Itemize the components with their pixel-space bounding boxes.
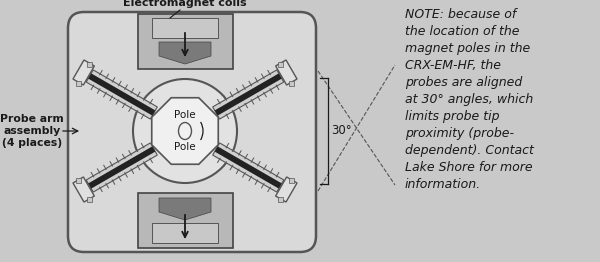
Polygon shape: [86, 143, 157, 192]
Polygon shape: [275, 177, 297, 202]
Polygon shape: [73, 177, 94, 202]
Bar: [76, 178, 81, 183]
Polygon shape: [275, 60, 297, 85]
Text: Electromagnet coils: Electromagnet coils: [123, 0, 247, 8]
Circle shape: [133, 79, 237, 183]
FancyBboxPatch shape: [68, 12, 316, 252]
FancyArrow shape: [159, 42, 211, 64]
Polygon shape: [86, 70, 157, 119]
Text: Pole: Pole: [174, 110, 196, 120]
Polygon shape: [88, 146, 155, 189]
Ellipse shape: [179, 123, 191, 139]
Bar: [87, 197, 92, 202]
Polygon shape: [88, 73, 155, 116]
Bar: [278, 197, 283, 202]
Polygon shape: [215, 146, 282, 189]
Bar: [138, 14, 233, 69]
Polygon shape: [152, 98, 218, 164]
Polygon shape: [212, 143, 284, 192]
Text: 30°: 30°: [331, 124, 352, 138]
Text: Pole: Pole: [174, 142, 196, 152]
Bar: [152, 18, 218, 38]
Bar: [76, 81, 81, 86]
Bar: [138, 193, 233, 248]
Text: NOTE: because of
the location of the
magnet poles in the
CRX-EM-HF, the
probes a: NOTE: because of the location of the mag…: [405, 8, 534, 191]
Bar: [152, 223, 218, 243]
Bar: [278, 62, 283, 67]
Bar: [87, 62, 92, 67]
Polygon shape: [212, 70, 284, 119]
Bar: [289, 81, 294, 86]
FancyArrow shape: [159, 198, 211, 220]
Polygon shape: [215, 73, 282, 116]
Bar: [289, 178, 294, 183]
Text: Probe arm
assembly
(4 places): Probe arm assembly (4 places): [0, 114, 64, 148]
Polygon shape: [73, 60, 94, 85]
